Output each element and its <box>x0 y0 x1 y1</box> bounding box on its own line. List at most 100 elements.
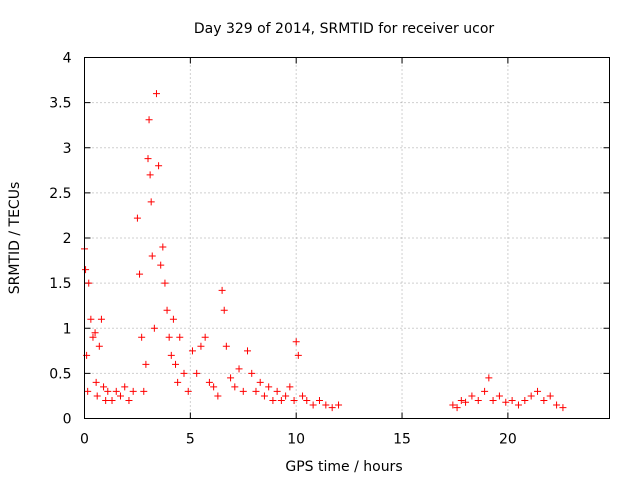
data-point <box>485 374 493 382</box>
data-point <box>218 286 226 294</box>
data-point <box>172 360 180 368</box>
data-point <box>176 333 184 341</box>
data-point <box>161 279 169 287</box>
data-point <box>299 392 307 400</box>
data-point <box>244 347 252 355</box>
chart-title: Day 329 of 2014, SRMTID for receiver uco… <box>194 21 495 37</box>
data-point <box>474 396 482 404</box>
x-axis-label: GPS time / hours <box>285 459 402 475</box>
data-point <box>147 198 155 206</box>
data-point <box>553 401 561 409</box>
data-point <box>222 342 230 350</box>
data-point <box>89 333 97 341</box>
data-point <box>214 392 222 400</box>
data-point <box>205 378 213 386</box>
data-point <box>159 243 167 251</box>
data-point <box>273 387 281 395</box>
data-point <box>93 392 101 400</box>
data-point <box>121 383 129 391</box>
data-point <box>260 392 268 400</box>
y-tick-label: 0 <box>63 412 72 428</box>
x-tick-label: 15 <box>393 432 411 448</box>
data-point <box>188 347 196 355</box>
data-point <box>210 383 218 391</box>
data-point <box>235 365 243 373</box>
data-point <box>290 396 298 404</box>
data-point <box>87 315 95 323</box>
data-point <box>495 392 503 400</box>
data-point <box>303 396 311 404</box>
data-point <box>282 392 290 400</box>
data-point <box>180 369 188 377</box>
data-point <box>144 155 152 163</box>
data-point <box>102 396 110 404</box>
data-point <box>481 387 489 395</box>
data-point <box>453 404 461 412</box>
data-point <box>142 360 150 368</box>
y-tick-label: 2 <box>63 231 72 247</box>
data-point <box>252 387 260 395</box>
x-tick-label: 10 <box>287 432 305 448</box>
data-point <box>84 387 92 395</box>
y-tick-label: 0.5 <box>49 366 71 382</box>
data-point <box>521 396 529 404</box>
data-point <box>133 214 141 222</box>
data-point <box>104 387 112 395</box>
data-point <box>269 396 277 404</box>
data-point <box>201 333 209 341</box>
data-point <box>527 392 535 400</box>
x-tick-label: 20 <box>499 432 517 448</box>
data-point <box>82 266 90 274</box>
data-point <box>145 116 153 124</box>
data-point <box>95 342 103 350</box>
y-tick-label: 2.5 <box>49 186 71 202</box>
data-point <box>184 387 192 395</box>
y-tick-label: 1 <box>63 321 72 337</box>
data-point <box>328 404 336 412</box>
data-point <box>112 387 120 395</box>
data-point <box>193 369 201 377</box>
data-point <box>239 387 247 395</box>
data-point <box>125 396 133 404</box>
data-point <box>534 387 542 395</box>
plot-frame <box>84 57 610 419</box>
data-point <box>508 396 516 404</box>
data-point <box>489 396 497 404</box>
data-point <box>169 315 177 323</box>
data-point <box>309 401 317 409</box>
y-tick-label: 4 <box>63 51 72 67</box>
data-point <box>163 306 171 314</box>
data-point <box>248 369 256 377</box>
data-point <box>231 383 239 391</box>
data-point <box>502 398 510 406</box>
series-srmtid <box>81 90 567 412</box>
data-point <box>167 351 175 359</box>
data-point <box>129 387 137 395</box>
data-point <box>457 396 465 404</box>
data-point <box>315 396 323 404</box>
data-point <box>462 398 470 406</box>
data-point <box>277 396 285 404</box>
y-tick-label: 3 <box>63 141 72 157</box>
data-point <box>256 378 264 386</box>
data-point <box>468 392 476 400</box>
data-point <box>449 401 457 409</box>
data-point <box>559 404 567 412</box>
data-point <box>146 171 154 179</box>
data-point <box>265 383 273 391</box>
data-point <box>136 270 144 278</box>
data-point <box>108 396 116 404</box>
y-tick-label: 3.5 <box>49 96 71 112</box>
data-point <box>292 338 300 346</box>
data-point <box>140 387 148 395</box>
y-axis-label: SRMTID / TECUs <box>7 182 23 295</box>
data-point <box>152 90 160 98</box>
data-point <box>165 333 173 341</box>
data-point <box>85 279 93 287</box>
data-point <box>227 374 235 382</box>
data-point <box>155 162 163 170</box>
data-point <box>97 315 105 323</box>
data-point <box>286 383 294 391</box>
data-point <box>91 329 99 337</box>
data-point <box>148 252 156 260</box>
